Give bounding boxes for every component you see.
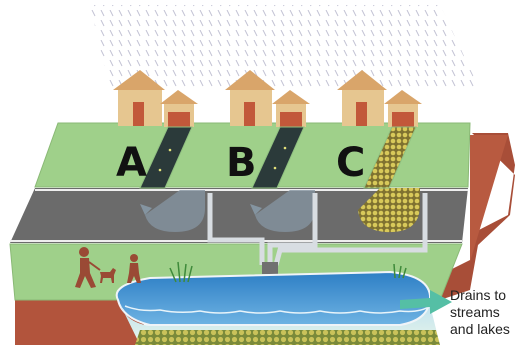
- road: [10, 188, 468, 243]
- drain-caption-line-2: streams: [450, 304, 500, 320]
- house-b: [225, 70, 310, 127]
- road-drain-c: [358, 188, 420, 233]
- dog-icon: [100, 268, 116, 283]
- driveway-c-pavers: [363, 126, 417, 189]
- driveway-a: [139, 126, 193, 189]
- drain-arrow-icon: [400, 290, 452, 314]
- drain-caption: Drains to streams and lakes: [450, 287, 520, 338]
- zone-label-c: C: [336, 140, 365, 186]
- zone-label-b: B: [226, 140, 257, 186]
- storm-pipes: [207, 193, 428, 266]
- road-drain-b: [250, 190, 315, 232]
- drain-caption-line-3: and lakes: [450, 321, 510, 337]
- house-icon: [113, 70, 422, 127]
- soil-right-face: [440, 133, 515, 300]
- driveway-b: [251, 126, 305, 189]
- house-c: [337, 70, 422, 127]
- child-icon: [127, 254, 141, 283]
- zone-label-a: A: [116, 140, 147, 186]
- road-drain-a: [140, 190, 205, 232]
- grass-icon: [169, 261, 407, 283]
- walker-icon: [75, 247, 101, 288]
- back-lawn: [34, 122, 471, 188]
- house-a: [113, 70, 198, 127]
- retention-pond: [115, 270, 440, 345]
- rain-icon: [90, 5, 480, 90]
- drain-caption-line-1: Drains to: [450, 287, 507, 303]
